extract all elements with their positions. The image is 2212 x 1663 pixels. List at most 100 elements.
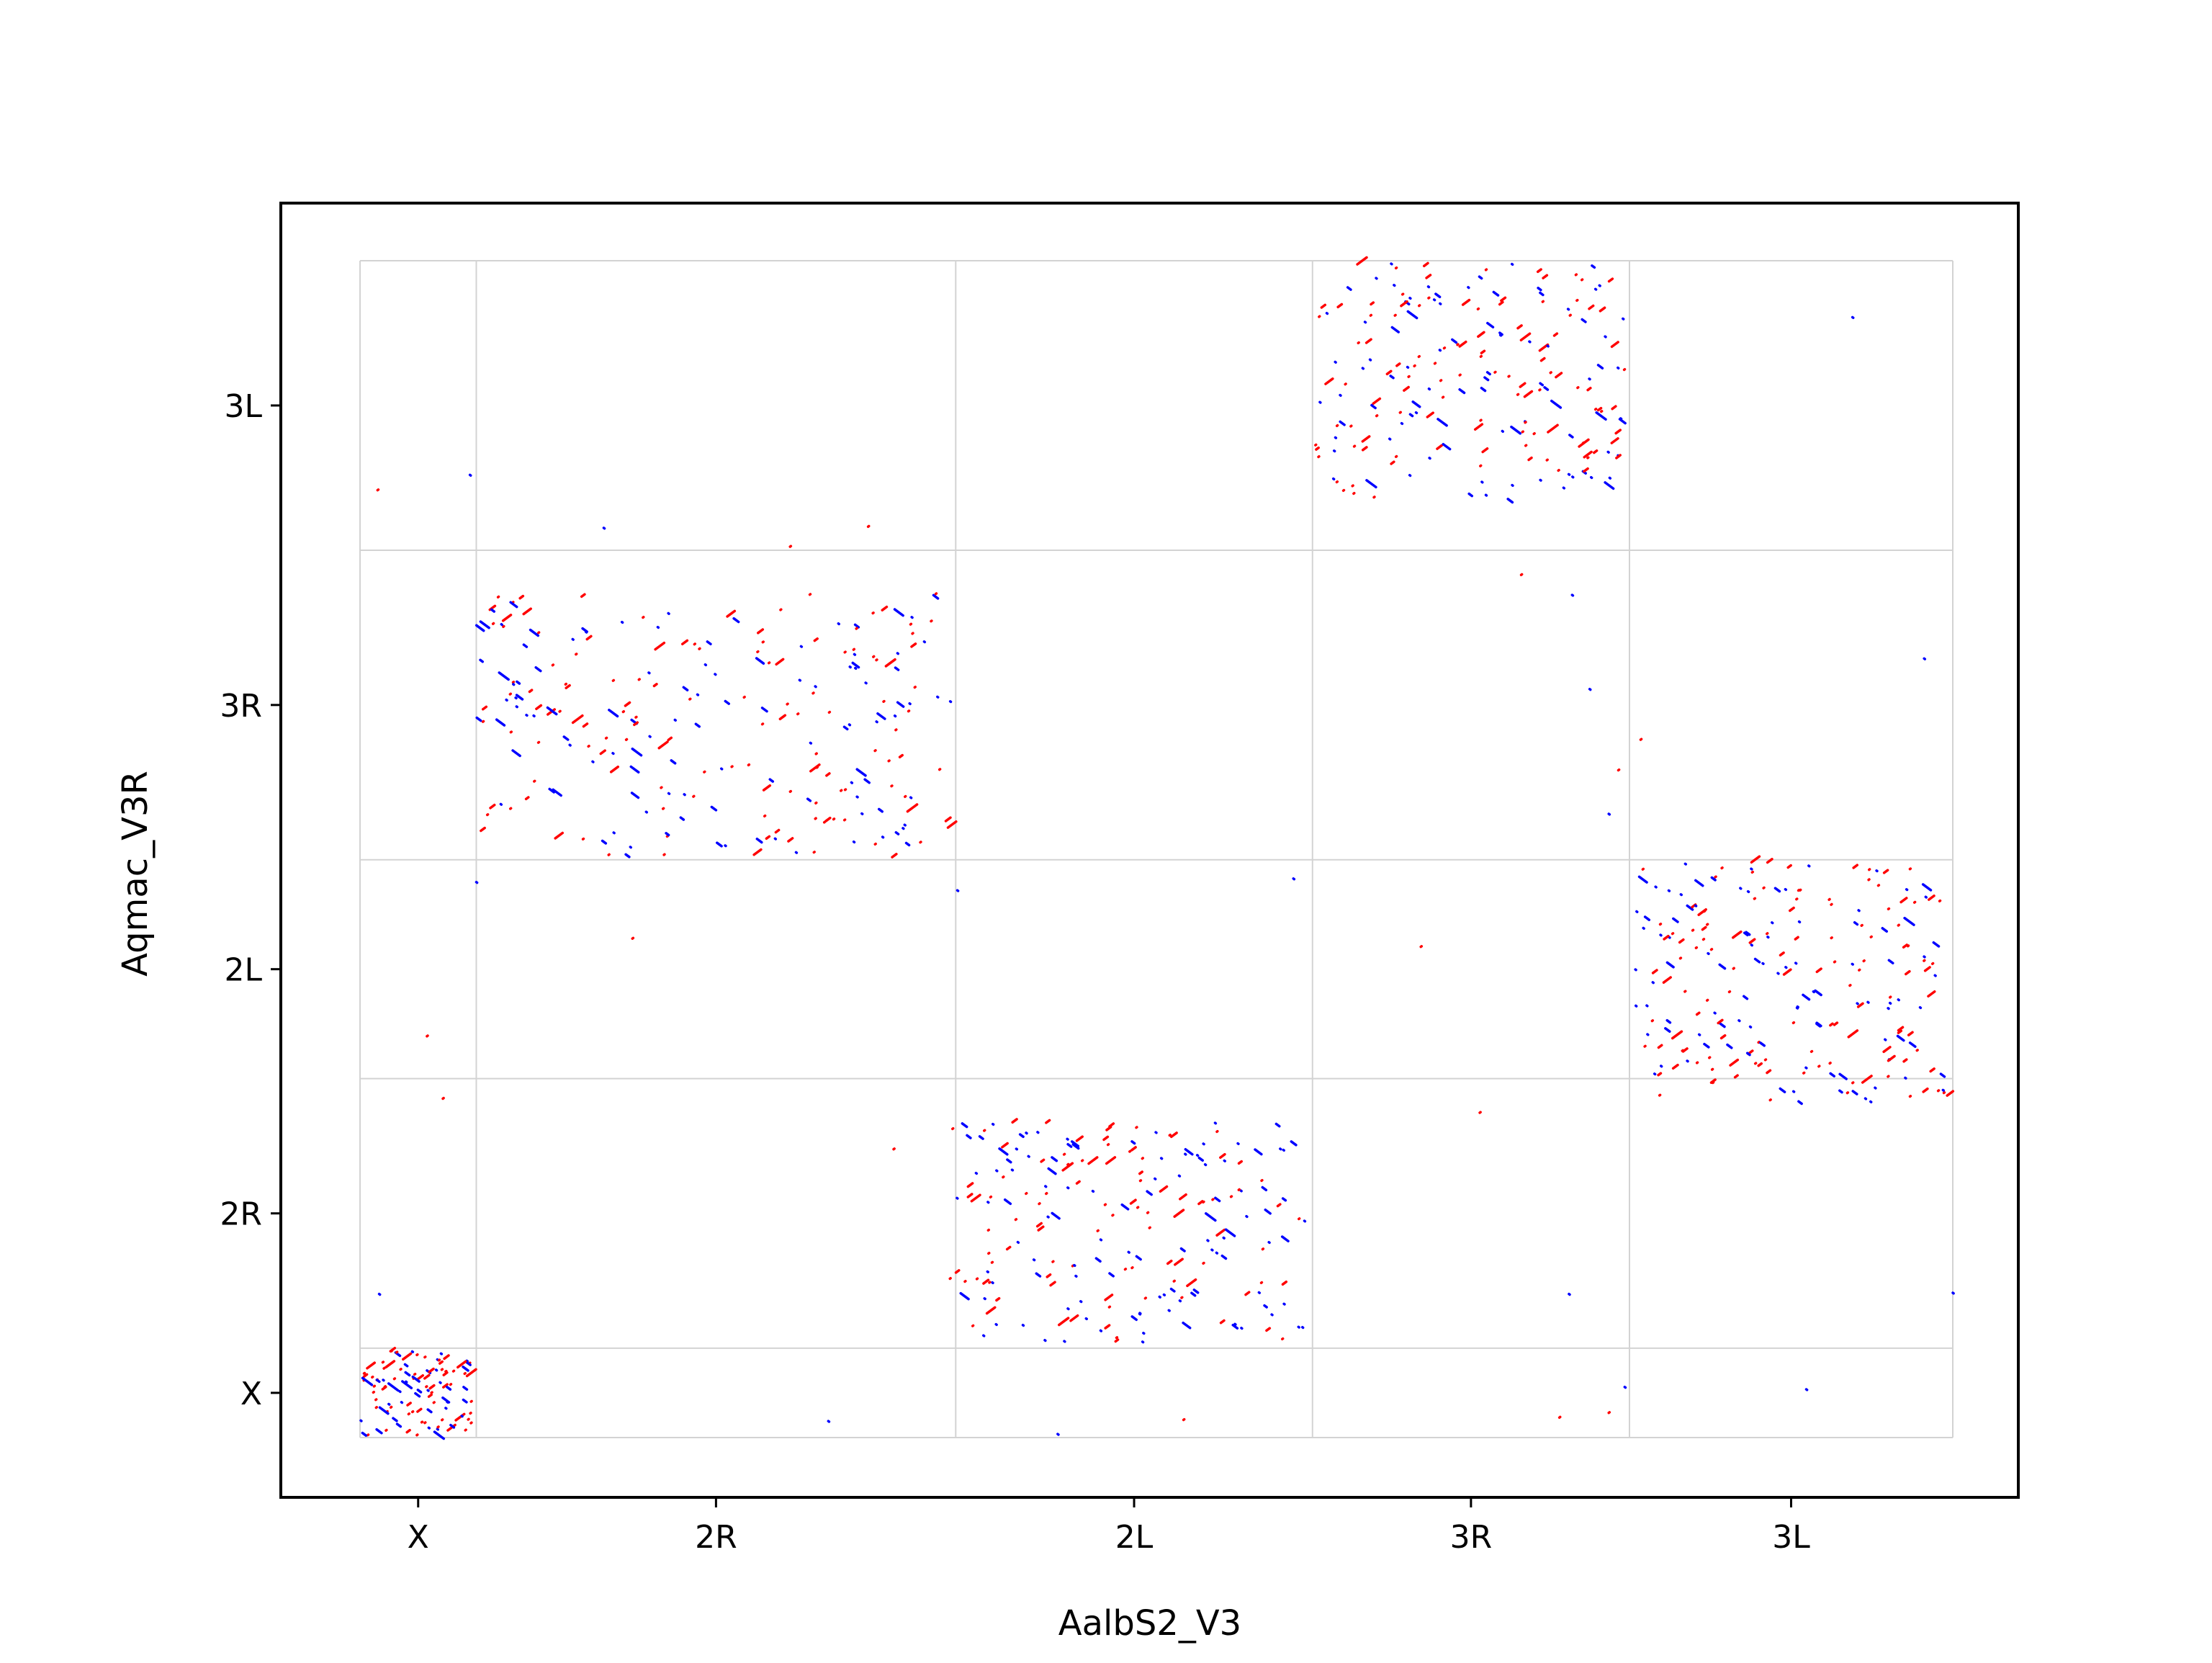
alignment-point-2R-3R-78 — [825, 772, 831, 777]
alignment-point-X-X-23 — [371, 1375, 374, 1379]
alignment-point-2L-2R-185 — [1025, 1131, 1028, 1135]
alignment-point-outlier-22 — [1617, 768, 1621, 772]
alignment-point-X-X-12 — [427, 1393, 433, 1398]
alignment-point-2R-3R-68 — [522, 643, 529, 648]
alignment-point-3R-3L-63 — [1339, 420, 1346, 426]
alignment-point-2L-2R-92 — [1120, 1203, 1130, 1211]
alignment-point-3L-2L-219 — [1923, 959, 1926, 962]
alignment-point-2L-2R-32 — [1091, 1189, 1095, 1193]
alignment-point-3L-2L-17 — [1923, 955, 1926, 959]
alignment-point-3L-2L-139 — [1665, 1018, 1672, 1024]
alignment-point-3L-2L-36 — [1887, 1007, 1890, 1010]
alignment-point-2R-3R-69 — [656, 625, 660, 629]
alignment-point-3R-3L-97 — [1510, 262, 1514, 266]
alignment-point-3L-2L-153 — [1642, 926, 1645, 930]
alignment-point-3R-3L-117 — [1438, 349, 1442, 352]
alignment-point-3R-3L-59 — [1614, 429, 1622, 435]
alignment-point-2R-3R-179 — [682, 686, 689, 691]
alignment-point-2L-2R-20 — [1108, 1272, 1115, 1278]
alignment-point-2L-2R-94 — [1035, 1272, 1042, 1278]
alignment-point-3R-3L-16 — [1622, 317, 1625, 321]
alignment-point-X-X-10 — [463, 1371, 467, 1376]
alignment-point-3L-2L-164 — [1782, 968, 1792, 976]
alignment-point-3L-2L-63 — [1718, 963, 1727, 970]
alignment-point-2R-3R-202 — [498, 671, 510, 681]
y-tick-label-3R: 3R — [220, 688, 262, 725]
alignment-point-3R-3L-67 — [1339, 393, 1342, 397]
alignment-point-3L-2L-3 — [1733, 1074, 1739, 1079]
alignment-point-3L-2L-180 — [1802, 993, 1811, 1001]
alignment-point-2R-3R-206 — [851, 661, 860, 669]
alignment-point-2R-3R-3 — [843, 788, 848, 792]
alignment-point-3R-3L-13 — [1604, 335, 1607, 339]
alignment-point-3L-2L-34 — [1815, 967, 1822, 974]
alignment-point-2L-2R-190 — [1229, 1195, 1233, 1198]
alignment-point-2L-2R-147 — [1223, 1159, 1226, 1162]
alignment-point-2R-3R-193 — [842, 725, 849, 731]
alignment-point-2R-3R-93 — [480, 826, 486, 833]
y-tick-label-3L: 3L — [224, 388, 262, 425]
alignment-point-3R-3L-183 — [1479, 464, 1483, 467]
alignment-point-2R-3R-76 — [558, 709, 562, 713]
alignment-point-X-X-5 — [440, 1368, 444, 1371]
alignment-point-2R-3R-55 — [906, 803, 919, 813]
grid-lines — [359, 260, 1954, 1438]
alignment-point-3L-2L-100 — [1750, 855, 1761, 864]
alignment-point-2R-3R-234 — [910, 642, 917, 648]
alignment-point-3R-3L-94 — [1566, 308, 1570, 311]
alignment-point-2L-2R-31 — [1103, 1203, 1107, 1206]
alignment-point-2R-3R-66 — [648, 735, 652, 738]
alignment-point-3L-2L-193 — [1732, 930, 1743, 939]
alignment-point-2R-3R-1 — [813, 637, 819, 642]
alignment-point-3L-2L-148 — [1711, 1081, 1715, 1085]
alignment-point-3R-3L-41 — [1511, 483, 1514, 488]
alignment-point-2L-2R-103 — [975, 1277, 979, 1281]
alignment-point-X-X-45 — [378, 1406, 390, 1415]
alignment-point-2R-3R-195 — [855, 627, 858, 630]
alignment-point-X-X-86 — [446, 1386, 452, 1391]
alignment-point-3R-3L-66 — [1357, 341, 1360, 345]
alignment-point-3R-3L-11 — [1318, 400, 1322, 404]
alignment-point-2R-3R-187 — [930, 619, 933, 623]
alignment-point-2L-2R-123 — [1224, 1228, 1236, 1237]
alignment-point-2L-2R-116 — [1107, 1305, 1112, 1309]
alignment-point-X-X-15 — [416, 1407, 423, 1413]
alignment-point-3L-2L-160 — [1667, 889, 1671, 892]
alignment-point-3R-3L-31 — [1390, 460, 1395, 465]
alignment-point-2R-3R-139 — [662, 853, 666, 856]
alignment-point-3R-3L-38 — [1521, 430, 1524, 434]
alignment-point-2R-3R-130 — [755, 657, 765, 665]
alignment-point-3L-2L-218 — [1804, 1066, 1808, 1070]
alignment-point-2R-3R-97 — [710, 805, 718, 812]
alignment-point-3L-2L-37 — [1786, 864, 1792, 869]
alignment-point-3R-3L-173 — [1498, 331, 1503, 336]
alignment-point-2L-2R-54 — [1138, 1170, 1143, 1175]
alignment-point-X-X-40 — [375, 1379, 381, 1384]
alignment-point-2R-3R-160 — [757, 628, 765, 635]
alignment-point-3R-3L-164 — [1527, 456, 1533, 462]
alignment-point-2L-2R-30 — [1047, 1167, 1057, 1175]
alignment-point-2R-3R-29 — [755, 838, 763, 844]
alignment-point-2R-3R-107 — [501, 614, 513, 622]
alignment-point-X-X-1 — [438, 1360, 444, 1365]
alignment-point-3R-3L-181 — [1596, 406, 1603, 412]
alignment-point-2L-2R-16 — [1051, 1156, 1058, 1162]
alignment-point-X-X-28 — [423, 1355, 427, 1359]
alignment-point-3R-3L-191 — [1370, 403, 1377, 410]
alignment-point-X-X-90 — [400, 1401, 404, 1404]
alignment-point-2L-2R-201 — [1276, 1203, 1282, 1208]
alignment-point-3R-3L-20 — [1408, 296, 1412, 300]
alignment-point-outlier-18 — [1519, 573, 1524, 577]
alignment-point-3R-3L-112 — [1615, 454, 1622, 460]
alignment-point-2R-3R-46 — [873, 842, 877, 846]
alignment-point-2L-2R-53 — [1159, 1157, 1164, 1160]
alignment-point-2L-2R-131 — [966, 1182, 974, 1188]
alignment-point-3R-3L-36 — [1479, 418, 1483, 422]
alignment-point-2R-3R-84 — [768, 778, 775, 783]
alignment-point-3R-3L-190 — [1393, 284, 1396, 287]
alignment-point-2R-3R-211 — [798, 678, 802, 682]
alignment-point-2R-3R-190 — [661, 807, 665, 810]
alignment-point-2R-3R-217 — [944, 816, 952, 822]
alignment-point-2L-2R-29 — [1123, 1268, 1128, 1271]
alignment-point-3R-3L-147 — [1351, 484, 1354, 488]
